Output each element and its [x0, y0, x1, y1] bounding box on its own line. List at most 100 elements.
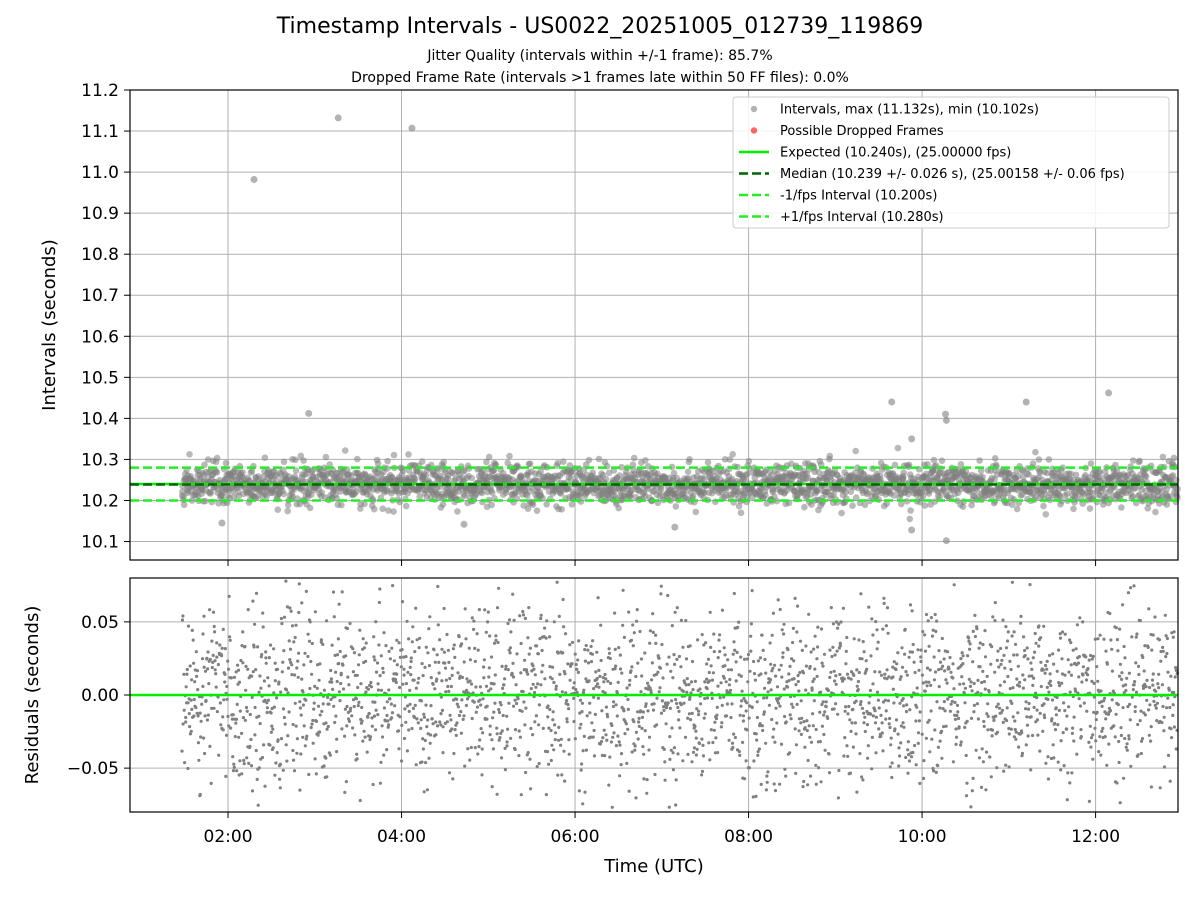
residual-point [182, 708, 186, 712]
residual-point [706, 657, 711, 661]
residual-point [529, 687, 533, 691]
residual-point [242, 758, 246, 763]
interval-point [762, 491, 769, 499]
interval-outlier-point [408, 124, 416, 132]
residual-point [783, 767, 787, 771]
residual-point [271, 746, 275, 750]
residual-point [863, 729, 867, 734]
residual-point [1050, 717, 1054, 721]
residual-point [826, 688, 831, 693]
residual-point [190, 628, 194, 633]
residual-point [203, 669, 208, 673]
residual-point [976, 690, 980, 694]
residual-point [190, 707, 194, 712]
residual-point [941, 664, 945, 668]
residual-point [543, 626, 547, 630]
interval-point [642, 457, 649, 464]
residual-point [1057, 681, 1061, 685]
residual-point [740, 699, 744, 703]
residual-point [284, 688, 289, 692]
residual-point [1005, 719, 1009, 723]
residual-point [362, 646, 366, 650]
interval-point [274, 506, 282, 513]
residual-point [604, 677, 608, 681]
residual-point [849, 677, 853, 681]
y-tick-label: 10.1 [81, 533, 119, 553]
residual-point [948, 655, 952, 660]
residual-point [282, 615, 287, 619]
residual-point [539, 616, 543, 621]
residual-point [1058, 636, 1063, 640]
residual-point [419, 726, 423, 731]
residual-point [1032, 676, 1036, 680]
residual-point [835, 649, 839, 653]
residual-point [634, 730, 639, 734]
interval-point [1035, 456, 1043, 463]
residual-point [935, 700, 939, 704]
residual-point [497, 708, 501, 712]
residual-point [256, 803, 260, 807]
residual-point [880, 731, 884, 735]
residual-point [508, 646, 512, 650]
residual-point [800, 716, 804, 720]
residual-point [470, 716, 474, 721]
residual-point [794, 683, 798, 687]
residual-point [936, 764, 940, 768]
residual-point [637, 724, 641, 729]
residual-point [992, 718, 996, 723]
residual-point [696, 638, 700, 642]
residual-point [1032, 705, 1036, 710]
residual-point [1022, 635, 1026, 639]
residual-point [583, 648, 587, 652]
residual-point [888, 765, 892, 769]
residual-point [764, 741, 768, 745]
residual-point [362, 729, 366, 733]
residual-point [767, 703, 772, 707]
residual-point [511, 661, 515, 666]
residual-point [715, 713, 719, 717]
residual-point [572, 681, 576, 685]
residual-point [295, 737, 299, 741]
residual-point [606, 679, 610, 683]
y-tick-label: 11.0 [81, 163, 119, 183]
residual-point [879, 713, 883, 718]
residual-point [756, 753, 760, 757]
residual-point [734, 679, 738, 683]
residual-point [681, 645, 685, 649]
residual-point [483, 608, 487, 612]
residual-point [614, 664, 618, 668]
residual-point [521, 690, 525, 694]
residual-point [519, 671, 523, 675]
residual-point [821, 700, 825, 704]
residual-point [208, 608, 212, 612]
residual-point [869, 712, 873, 716]
residual-point [986, 728, 990, 732]
residual-point [715, 705, 719, 709]
residual-point [998, 706, 1002, 710]
residual-point [513, 698, 517, 702]
residual-point [804, 688, 808, 692]
residual-point [295, 666, 299, 670]
residual-point [468, 679, 472, 683]
residual-point [708, 758, 712, 762]
residual-point [923, 649, 928, 653]
residual-point [248, 712, 252, 717]
residual-point [379, 654, 383, 658]
residual-point [311, 718, 315, 723]
residual-point [380, 735, 385, 739]
residual-point [604, 733, 608, 737]
residual-point [297, 610, 301, 615]
residual-point [343, 734, 347, 738]
residual-point [665, 662, 669, 666]
residual-point [870, 767, 874, 771]
residual-point [990, 728, 995, 732]
residual-point [361, 739, 365, 743]
residual-point [541, 663, 545, 667]
residual-point [809, 774, 813, 778]
residual-point [595, 650, 599, 654]
residual-point [675, 657, 679, 662]
interval-point [838, 509, 845, 517]
residual-point [640, 674, 644, 678]
residual-point [630, 750, 634, 754]
residual-point [223, 680, 227, 684]
